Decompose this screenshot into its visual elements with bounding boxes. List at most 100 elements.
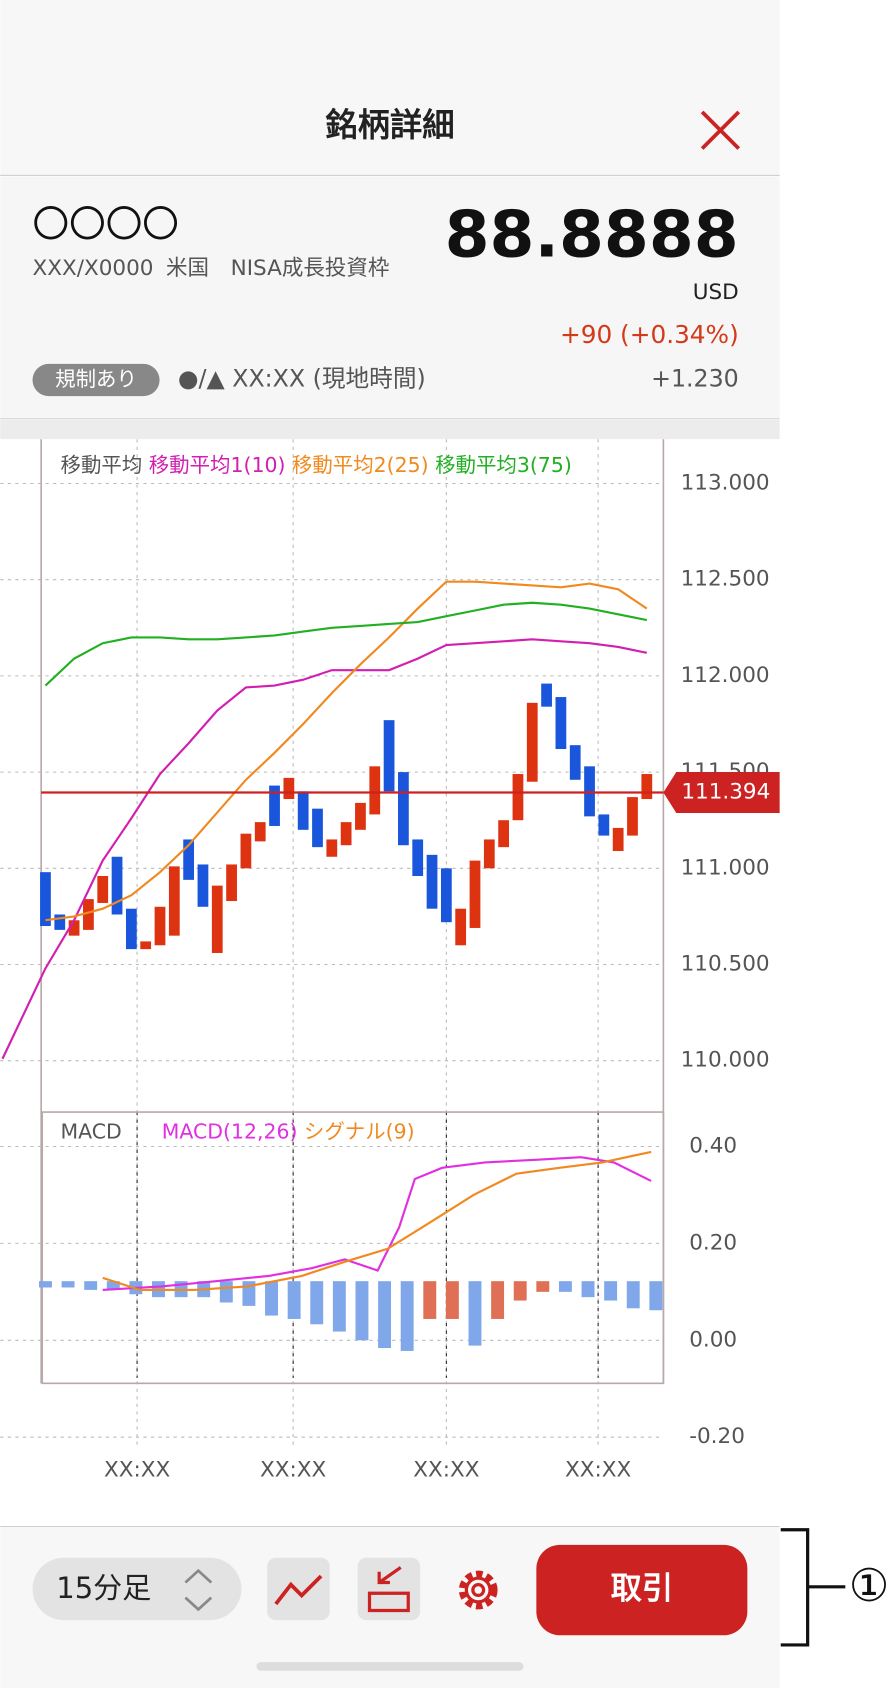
trade-button[interactable]: [536, 1544, 748, 1636]
indicator-line: [102, 1156, 652, 1291]
stock-name: 〇〇〇〇: [33, 203, 179, 246]
candle: [211, 885, 223, 953]
legend-entry: 移動平均1(10): [149, 453, 286, 477]
line-icon: [274, 1574, 323, 1606]
trade-label: 取引: [611, 1571, 673, 1607]
histogram-bar: [219, 1281, 233, 1303]
candle: [68, 920, 80, 936]
spread: +1.230: [651, 365, 739, 393]
y-tick-label: 0.00: [689, 1327, 737, 1352]
candle: [269, 785, 280, 826]
histogram-bar: [378, 1281, 392, 1349]
histogram-bar: [491, 1281, 505, 1319]
histogram-bar: [581, 1281, 595, 1298]
candle: [340, 822, 352, 846]
candle: [526, 702, 538, 782]
histogram-bar: [649, 1281, 663, 1311]
candle: [498, 820, 510, 848]
y-tick-label: 112.500: [681, 567, 770, 592]
histogram-bar: [84, 1281, 98, 1290]
histogram-bar: [558, 1281, 572, 1292]
badge-bg: [32, 363, 160, 397]
candle: [40, 872, 51, 927]
candle: [54, 914, 66, 930]
histogram-bar: [445, 1281, 459, 1319]
candle: [197, 864, 209, 907]
legend-title: MACD: [61, 1120, 122, 1144]
candle: [598, 814, 610, 836]
candle: [125, 908, 137, 950]
interval-select[interactable]: [32, 1557, 242, 1621]
candle: [455, 908, 467, 946]
candle: [183, 839, 195, 880]
annotation: ①: [849, 1559, 890, 1612]
histogram-bar: [61, 1281, 75, 1288]
close-button[interactable]: [700, 110, 741, 150]
indicator-line: [45, 580, 648, 922]
candle: [140, 941, 152, 950]
last-price-tag: [663, 772, 780, 813]
page-title: 銘柄詳細: [325, 106, 454, 144]
interval-label: 15分足: [56, 1571, 151, 1605]
histogram-bar: [400, 1281, 414, 1351]
candle: [584, 766, 595, 817]
legend-entry: MACD(12,26): [162, 1120, 298, 1144]
candle: [369, 766, 381, 815]
histogram-bar: [536, 1281, 550, 1292]
indicator-line: [1, 638, 648, 1060]
draw-button[interactable]: [357, 1557, 421, 1621]
histogram-bar: [287, 1281, 301, 1319]
candle: [398, 772, 409, 846]
status: ●/▲ XX:XX (現地時間): [178, 365, 426, 393]
price: 88.8888: [445, 198, 739, 273]
y-tick-label: -0.20: [689, 1424, 745, 1449]
legend-entry: 移動平均3(75): [435, 453, 572, 477]
candle: [555, 697, 567, 750]
histogram-bar: [626, 1281, 640, 1309]
legend-title: 移動平均: [61, 453, 143, 477]
histogram-bar: [38, 1281, 52, 1288]
x-tick-label: XX:XX: [104, 1458, 170, 1483]
indicator-button[interactable]: [267, 1557, 330, 1621]
candle: [641, 774, 653, 800]
candle: [312, 808, 323, 848]
indicator-line: [102, 1150, 652, 1291]
y-tick-label: 113.000: [681, 470, 770, 495]
legend-entry: 移動平均2(25): [292, 453, 429, 477]
settings-button[interactable]: [458, 1570, 498, 1610]
y-tick-label: 110.500: [681, 952, 770, 977]
y-tick-label: 0.40: [689, 1134, 737, 1159]
histogram-bar: [332, 1281, 346, 1332]
y-tick-label: 112.000: [681, 663, 770, 688]
candle: [627, 797, 638, 836]
market: 米国: [166, 256, 209, 281]
candle: [469, 860, 481, 928]
candle: [254, 822, 266, 842]
candle: [612, 827, 624, 851]
candle: [383, 720, 395, 792]
legend-entry: シグナル(9): [304, 1120, 415, 1144]
header-bg: [0, 0, 780, 176]
last-price-label: 111.394: [681, 779, 770, 804]
indicator-line: [44, 601, 648, 687]
candle: [97, 876, 109, 903]
histogram-bar: [265, 1281, 278, 1316]
change: +90 (+0.34%): [560, 320, 739, 349]
x-tick-label: XX:XX: [413, 1458, 479, 1483]
histogram-bar: [310, 1281, 324, 1325]
chart: XX:XX XX:XX XX:XX XX:XX 113.000 112.500 112.00…: [0, 439, 780, 1483]
histogram-bar: [106, 1281, 120, 1290]
candle: [83, 899, 94, 930]
candle: [297, 791, 309, 830]
candle: [283, 777, 295, 800]
account: NISA成長投資枠: [231, 256, 390, 281]
histogram-bar: [423, 1281, 437, 1319]
candle: [483, 839, 495, 869]
candle: [412, 839, 424, 877]
candle: [168, 866, 180, 936]
candle: [541, 683, 552, 707]
candle: [569, 745, 581, 780]
gap: [0, 419, 780, 440]
